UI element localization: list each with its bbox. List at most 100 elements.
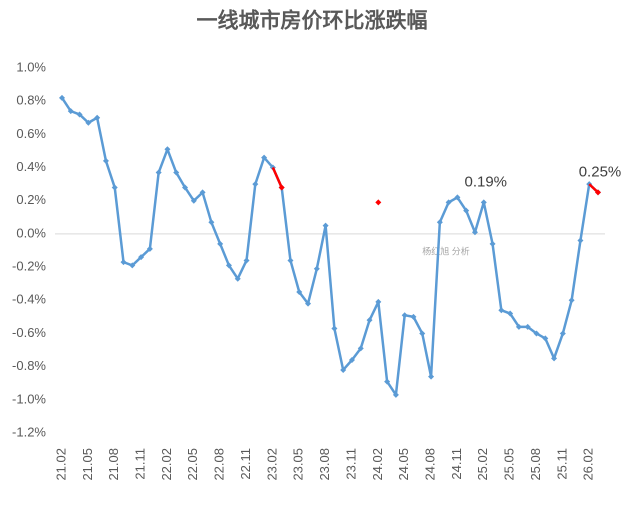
line-series [271, 167, 599, 194]
point-marker [331, 325, 338, 332]
x-tick-label: 23.11 [343, 448, 358, 480]
point-marker [322, 222, 329, 229]
y-tick-label: -1.2% [12, 424, 46, 439]
y-tick-label: 0.4% [16, 159, 46, 174]
annotation: 0.25% [579, 163, 622, 180]
point-marker [357, 345, 364, 352]
point-marker [278, 184, 285, 191]
y-tick-label: -0.6% [12, 325, 46, 340]
x-tick-label: 25.11 [554, 448, 569, 480]
point-marker [102, 157, 109, 164]
point-marker [489, 240, 496, 247]
y-tick-label: -0.2% [12, 259, 46, 274]
x-tick-label: 21.02 [53, 448, 68, 481]
point-marker [348, 357, 355, 363]
x-tick-label: 23.02 [264, 448, 279, 481]
point-marker [384, 378, 391, 385]
x-tick-label: 23.05 [291, 448, 306, 481]
point-marker [111, 184, 118, 191]
x-tick-label: 22.11 [238, 448, 253, 480]
point-marker [94, 114, 101, 121]
point-marker [234, 275, 241, 282]
point-marker [129, 262, 136, 269]
point-marker [59, 94, 65, 101]
point-marker [595, 189, 601, 196]
point-marker [138, 254, 145, 261]
point-marker [542, 335, 549, 342]
point-marker [445, 199, 452, 206]
point-marker [261, 154, 268, 161]
point-marker [515, 323, 522, 330]
point-marker [146, 245, 153, 252]
point-marker [428, 373, 435, 380]
x-tick-label: 22.08 [212, 448, 227, 481]
x-tick-label: 22.05 [185, 448, 200, 481]
point-marker [498, 307, 505, 314]
point-marker [340, 366, 347, 373]
point-marker [155, 169, 162, 176]
point-marker [410, 313, 417, 320]
point-marker [296, 288, 303, 295]
point-marker [392, 391, 399, 398]
y-tick-label: 0.8% [16, 93, 46, 108]
point-marker [243, 257, 250, 264]
point-marker [463, 207, 470, 214]
point-marker [217, 240, 224, 247]
y-tick-label: -1.0% [12, 391, 46, 406]
y-tick-label: 0.6% [16, 126, 46, 141]
x-tick-label: 23.08 [317, 448, 332, 481]
point-marker [577, 237, 584, 244]
y-tick-label: -0.4% [12, 292, 46, 307]
x-tick-label: 24.05 [396, 448, 411, 481]
chart-title: 一线城市房价环比涨跌幅 [197, 9, 428, 33]
point-marker [366, 317, 373, 324]
point-marker [436, 219, 443, 226]
x-tick-label: 26.02 [581, 448, 596, 481]
x-tick-label: 21.11 [133, 448, 148, 480]
x-tick-label: 24.11 [449, 448, 464, 480]
x-tick-label: 22.02 [159, 448, 174, 481]
x-tick-label: 24.02 [370, 448, 385, 481]
line-series [60, 97, 599, 397]
point-marker [313, 265, 320, 272]
x-tick-label: 25.05 [502, 448, 517, 481]
point-marker [208, 219, 215, 226]
x-tick-label: 25.02 [475, 448, 490, 481]
point-marker [524, 323, 531, 330]
point-marker [305, 300, 312, 307]
point-marker [454, 194, 461, 201]
point-marker [85, 119, 92, 126]
point-marker [173, 169, 180, 176]
point-marker [419, 330, 426, 337]
point-marker [533, 330, 540, 337]
point-marker [375, 298, 382, 305]
point-marker [182, 184, 189, 191]
y-tick-label: 0.2% [16, 192, 46, 207]
point-marker [164, 146, 171, 153]
x-tick-label: 25.08 [528, 448, 543, 481]
y-tick-label: -0.8% [12, 358, 46, 373]
point-marker [568, 297, 575, 304]
point-marker [507, 310, 514, 317]
point-marker [287, 257, 294, 264]
point-marker [375, 199, 382, 206]
point-marker [559, 330, 566, 337]
point-marker [551, 355, 558, 362]
x-tick-label: 24.08 [422, 448, 437, 481]
point-marker [480, 199, 487, 206]
point-marker [76, 111, 83, 118]
point-marker [252, 181, 259, 188]
point-marker [67, 108, 74, 115]
point-marker [120, 259, 127, 266]
x-tick-label: 21.08 [106, 448, 121, 481]
point-marker [471, 229, 478, 236]
y-tick-label: 0.0% [16, 225, 46, 240]
watermark: 杨红旭 分析 [422, 245, 470, 256]
annotation: 0.19% [464, 173, 507, 190]
point-marker [225, 262, 232, 269]
point-marker [190, 197, 197, 204]
point-marker [199, 189, 206, 196]
x-tick-label: 21.05 [80, 448, 95, 481]
point-marker [401, 312, 408, 319]
